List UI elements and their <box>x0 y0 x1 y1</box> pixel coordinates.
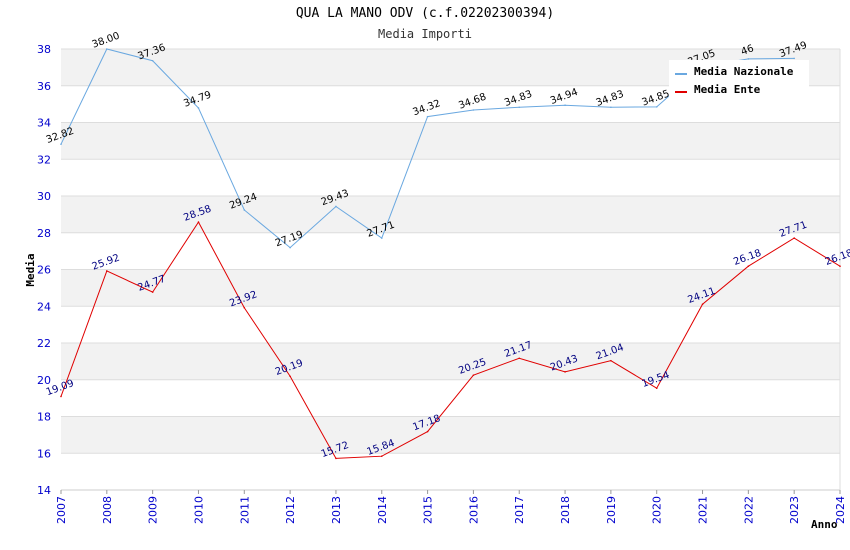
x-tick-label: 2018 <box>559 496 572 524</box>
x-tick-label: 2020 <box>651 496 664 524</box>
legend-label-ente: Media Ente <box>694 83 761 96</box>
x-tick-label: 2013 <box>330 496 343 524</box>
data-point <box>197 107 200 109</box>
x-axis-label: Anno <box>811 518 838 531</box>
data-point <box>518 106 521 109</box>
data-point <box>151 291 154 293</box>
y-tick-label: 36 <box>37 80 51 93</box>
data-point <box>289 375 291 378</box>
y-tick-label: 18 <box>37 411 51 424</box>
series-line-ente <box>60 221 841 459</box>
data-point <box>839 265 841 267</box>
grid-lines <box>61 48 841 491</box>
y-tick-label: 34 <box>37 117 51 130</box>
x-tick-label: 2022 <box>742 496 755 524</box>
y-tick-label: 32 <box>37 153 51 166</box>
y-tick-label: 30 <box>37 190 51 203</box>
grid-band <box>61 269 840 307</box>
grid-band <box>61 453 840 490</box>
data-point <box>243 306 246 309</box>
data-point <box>793 57 795 60</box>
x-tick-label: 2015 <box>422 496 435 524</box>
legend-box <box>669 60 809 104</box>
data-point <box>106 270 108 272</box>
data-label: 46 <box>740 43 756 58</box>
grid-band <box>61 379 840 417</box>
x-tick-label: 2010 <box>192 496 205 524</box>
data-point <box>335 205 337 208</box>
data-point <box>426 115 429 118</box>
data-point <box>335 457 337 460</box>
y-tick-label: 24 <box>37 300 51 313</box>
x-tick-label: 2011 <box>238 496 251 524</box>
legend: Media Nazionale Media Ente <box>669 60 809 104</box>
x-tick-label: 2009 <box>147 496 160 524</box>
data-point <box>243 209 246 211</box>
data-point <box>564 371 566 373</box>
x-axis-ticks: 2007 2008 2009 2010 2011 2012 2013 2014 2015 2016… <box>55 490 847 524</box>
y-tick-label: 38 <box>37 43 51 56</box>
data-point <box>106 48 108 50</box>
data-point <box>518 357 521 360</box>
data-point <box>610 359 612 362</box>
grid-band <box>61 159 840 196</box>
y-tick-label: 16 <box>37 447 51 460</box>
grid-band <box>61 122 840 160</box>
data-point <box>426 430 429 433</box>
y-tick-label: 14 <box>37 484 51 497</box>
data-point <box>151 59 154 62</box>
data-point <box>747 265 750 267</box>
grid-band <box>61 232 840 270</box>
data-point <box>610 106 612 109</box>
data-point <box>472 374 475 376</box>
data-point <box>701 303 704 306</box>
data-point <box>655 106 658 108</box>
x-tick-label: 2008 <box>101 496 114 524</box>
grid-band <box>61 416 840 454</box>
y-axis-label: Media <box>24 253 37 286</box>
data-point <box>793 237 795 239</box>
y-axis-ticks: 14 16 18 20 22 24 26 28 30 32 34 36 38 <box>37 43 51 497</box>
x-tick-label: 2021 <box>697 496 710 524</box>
y-tick-label: 28 <box>37 227 51 240</box>
data-label: 38.00 <box>91 31 122 51</box>
data-point <box>472 109 475 111</box>
x-tick-label: 2019 <box>605 496 618 524</box>
data-point <box>655 387 658 390</box>
data-point <box>289 246 291 249</box>
grid-band <box>61 343 840 380</box>
grid-band <box>61 196 840 233</box>
data-point <box>564 104 566 107</box>
x-tick-label: 2024 <box>834 496 847 524</box>
x-tick-label: 2014 <box>376 496 389 524</box>
x-tick-label: 2023 <box>788 496 801 524</box>
chart-subtitle: Media Importi <box>378 27 472 41</box>
x-tick-label: 2016 <box>467 496 480 524</box>
y-tick-label: 20 <box>37 374 51 387</box>
data-point <box>380 455 383 457</box>
y-tick-label: 26 <box>37 264 51 277</box>
data-point <box>197 221 200 223</box>
data-point <box>60 143 62 145</box>
grid-band <box>61 306 840 343</box>
chart-title: QUA LA MANO ODV (c.f.02202300394) <box>295 6 555 21</box>
x-tick-label: 2017 <box>513 496 526 524</box>
data-point <box>747 58 750 60</box>
x-tick-label: 2012 <box>284 496 297 524</box>
y-tick-label: 22 <box>37 337 51 350</box>
data-point <box>380 237 383 239</box>
legend-label-nazionale: Media Nazionale <box>694 65 794 78</box>
data-point <box>60 395 62 398</box>
x-tick-label: 2007 <box>55 496 68 524</box>
